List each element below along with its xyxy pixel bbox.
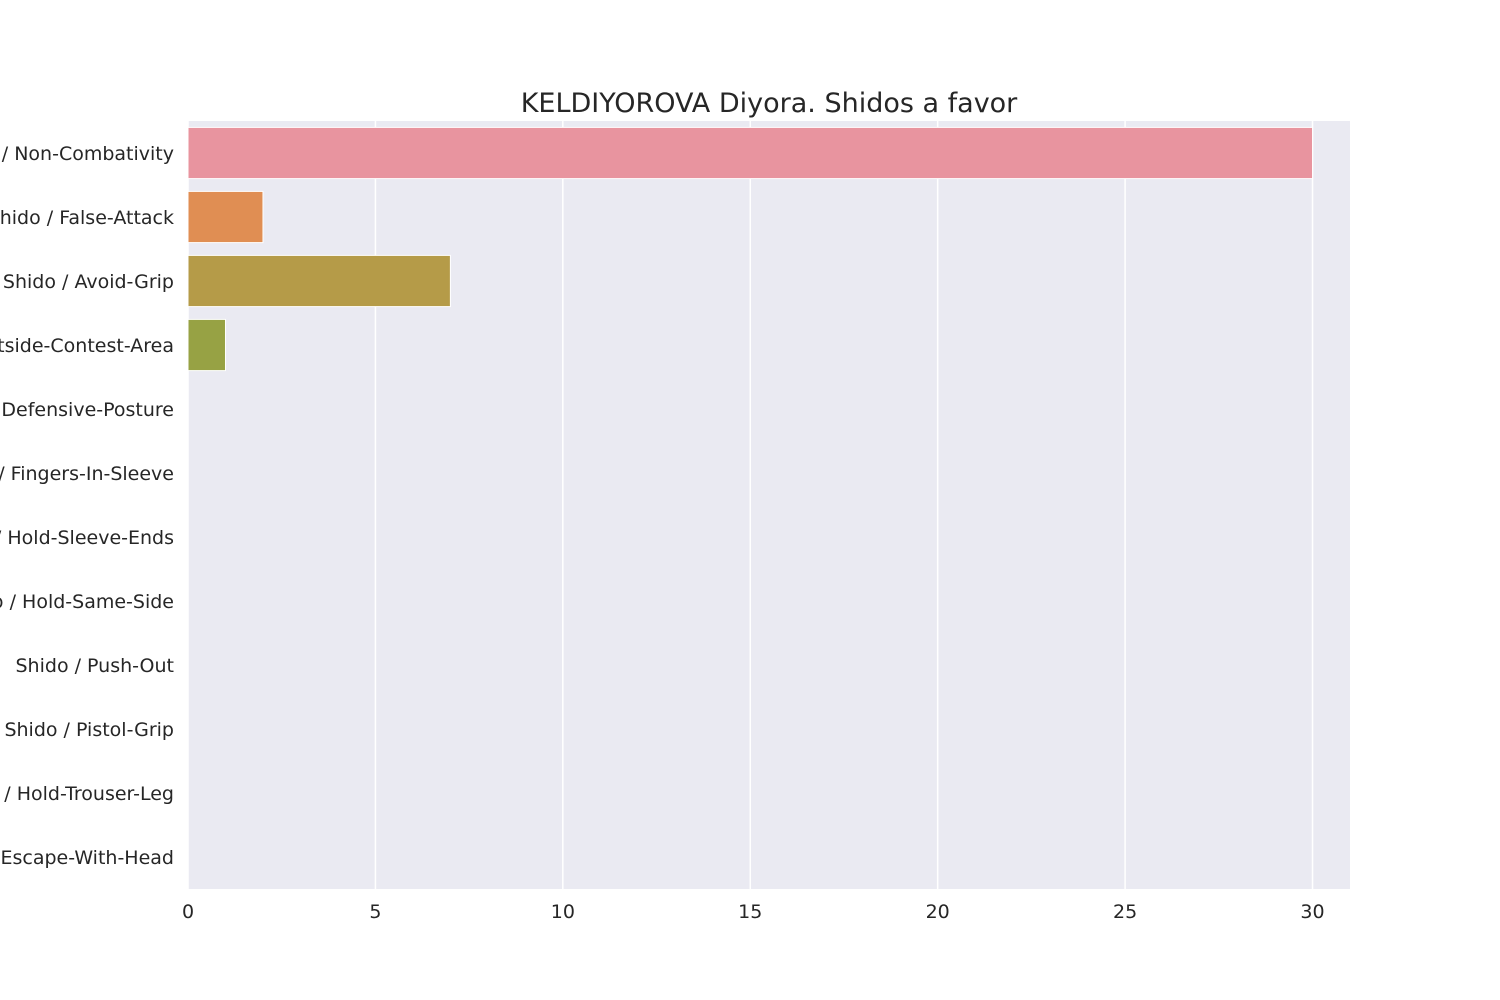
- x-tick-label: 0: [182, 901, 194, 923]
- plot-area: [188, 121, 1350, 889]
- bar: [187, 254, 451, 308]
- y-tick-label: Shido / Outside-Contest-Area: [0, 335, 174, 357]
- chart-title: KELDIYOROVA Diyora. Shidos a favor: [521, 88, 1018, 119]
- y-tick-label: Shido / False-Attack: [0, 207, 174, 229]
- y-tick-label: Shido / Escape-With-Head: [0, 847, 174, 869]
- y-tick-label: Shido / Hold-Sleeve-Ends: [0, 527, 174, 549]
- bar: [187, 190, 264, 244]
- x-tick-label: 30: [1300, 901, 1324, 923]
- x-tick-label: 20: [926, 901, 950, 923]
- x-tick-label: 10: [551, 901, 575, 923]
- y-tick-label: Shido / Avoid-Grip: [3, 271, 174, 293]
- grid-lines: [187, 121, 1314, 889]
- y-tick-label: Shido / Pistol-Grip: [4, 719, 174, 741]
- y-tick-label: Shido / Non-Combativity: [0, 143, 174, 165]
- y-tick-label: Shido / Defensive-Posture: [0, 399, 174, 421]
- x-tick-label: 15: [738, 901, 762, 923]
- x-tick-label: 25: [1113, 901, 1137, 923]
- x-tick-labels: 0 5 10 15 20 25 30: [182, 901, 1325, 923]
- bar: [187, 126, 1314, 180]
- y-tick-labels: Shido / Non-Combativity Shido / False-Att…: [0, 143, 174, 869]
- y-tick-label: Shido / Hold-Same-Side: [0, 591, 174, 613]
- bars: [187, 126, 1314, 372]
- y-tick-label: Shido / Hold-Trouser-Leg: [0, 783, 174, 805]
- x-tick-label: 5: [369, 901, 381, 923]
- y-tick-label: Shido / Push-Out: [16, 655, 175, 677]
- y-tick-label: Shido / Fingers-In-Sleeve: [0, 463, 174, 485]
- bar: [187, 318, 226, 372]
